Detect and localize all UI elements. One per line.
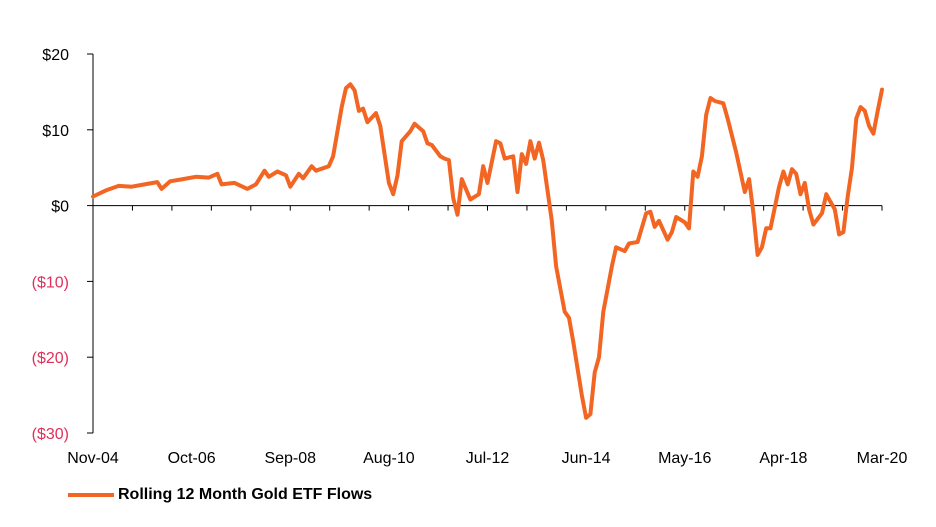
legend-label: Rolling 12 Month Gold ETF Flows [118,486,373,503]
y-tick-label: $20 [42,47,69,64]
x-tick-label: Oct-06 [168,450,216,467]
x-tick-label: Sep-08 [264,450,316,467]
y-tick-label: $0 [51,199,69,216]
x-tick-label: Mar-20 [857,450,908,467]
x-tick-label: Apr-18 [759,450,807,467]
x-axis: Nov-04 Oct-06 Sep-08 Aug-10 Jul-12 Jun-14 May-… [67,205,908,467]
y-axis: $20 $10 $0 ($10) ($20) ($30) [32,47,94,443]
x-tick-label: Jul-12 [466,450,510,467]
x-tick-label: Aug-10 [363,450,415,467]
x-tick-label: Nov-04 [67,450,119,467]
legend-swatch [68,493,114,497]
series-lines [91,82,884,420]
line-chart: $20 $10 $0 ($10) ($20) ($30) Nov-04 Oct-06 Sep-… [32,47,908,467]
x-tick-label: Jun-14 [562,450,611,467]
y-tick-label: $10 [42,123,69,140]
series-line-0 [91,82,884,420]
y-tick-label: ($10) [32,274,69,291]
y-tick-label: ($20) [32,350,69,367]
x-tick-label: May-16 [658,450,711,467]
y-tick-label: ($30) [32,426,69,443]
legend: Rolling 12 Month Gold ETF Flows [68,486,372,504]
